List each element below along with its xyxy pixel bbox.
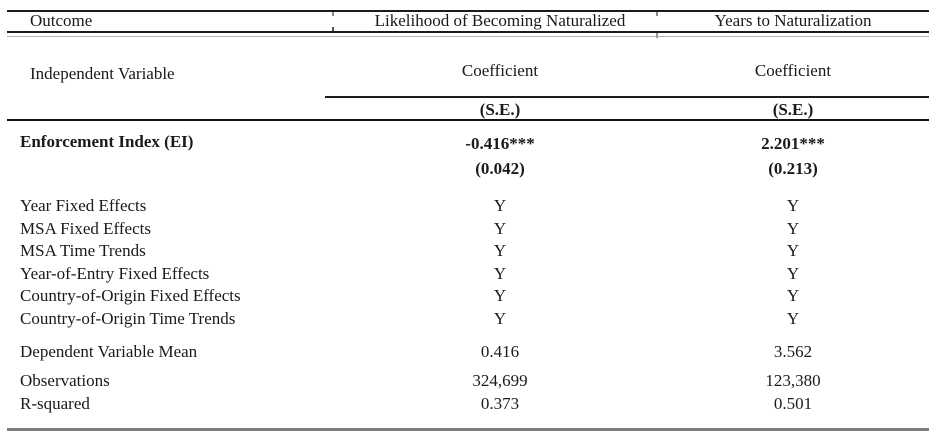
enforcement-index-label: Enforcement Index (EI)	[20, 132, 194, 151]
row-label: Country-of-Origin Fixed Effects	[20, 286, 241, 305]
outcome-header-label: Outcome	[30, 11, 93, 30]
ei-values-col3: 2.201*** (0.213)	[657, 131, 929, 181]
table-row-r-squared: R-squared 0.373 0.501	[0, 394, 946, 416]
table-row-year-of-entry-fixed-effects: Year-of-Entry Fixed Effects Y Y	[0, 264, 946, 286]
row-value-col2: Y	[493, 309, 507, 328]
row-value-col2: 324,699	[472, 371, 528, 390]
table-row-year-fixed-effects: Year Fixed Effects Y Y	[0, 196, 946, 218]
ei-coefficient-col3: 2.201***	[761, 134, 825, 153]
row-value-col2: 0.416	[480, 342, 520, 361]
row-value-col3: 3.562	[773, 342, 813, 361]
row-value-col3: Y	[786, 264, 800, 283]
coefficient-header-col3: Coefficient	[754, 61, 832, 80]
row-value-col3: 0.501	[773, 394, 813, 413]
se-header-col2: (S.E.)	[479, 100, 521, 119]
row-value-col3: 123,380	[765, 371, 821, 390]
row-value-col3: Y	[786, 286, 800, 305]
row-label: Dependent Variable Mean	[20, 342, 198, 361]
row-value-col2: 0.373	[480, 394, 520, 413]
row-value-col2: Y	[493, 219, 507, 238]
row-value-col3: Y	[786, 309, 800, 328]
header-body-divider-rule	[7, 119, 929, 121]
ei-values-col2: -0.416*** (0.042)	[337, 131, 663, 181]
ei-coefficient-col2: -0.416***	[465, 134, 535, 153]
ei-se-col3: (0.213)	[768, 159, 818, 178]
table-row-country-of-origin-time-trends: Country-of-Origin Time Trends Y Y	[0, 309, 946, 331]
row-label: R-squared	[20, 394, 90, 413]
table-row-msa-fixed-effects: MSA Fixed Effects Y Y	[0, 219, 946, 241]
table-row-observations: Observations 324,699 123,380	[0, 371, 946, 393]
header-bottom-rule-shadow	[7, 36, 929, 37]
column-divider-tick-top-2	[656, 12, 658, 16]
se-header-col3: (S.E.)	[772, 100, 814, 119]
row-label: Observations	[20, 371, 110, 390]
column-divider-tick-mid-2	[656, 33, 658, 38]
table-top-rule	[7, 10, 929, 12]
table-row-dependent-variable-mean: Dependent Variable Mean 0.416 3.562	[0, 342, 946, 364]
table-bottom-rule	[7, 428, 929, 431]
table-row-msa-time-trends: MSA Time Trends Y Y	[0, 241, 946, 263]
outcome-col-likelihood-label: Likelihood of Becoming Naturalized	[374, 11, 626, 30]
outcome-col-years-label: Years to Naturalization	[714, 11, 872, 30]
row-value-col2: Y	[493, 286, 507, 305]
independent-variable-label: Independent Variable	[30, 64, 175, 83]
ei-se-col2: (0.042)	[475, 159, 525, 178]
row-label: Year Fixed Effects	[20, 196, 147, 215]
coefficient-underline-rule	[325, 96, 929, 98]
column-divider-tick-mid-1	[332, 27, 334, 31]
row-label: MSA Fixed Effects	[20, 219, 151, 238]
row-value-col3: Y	[786, 196, 800, 215]
row-value-col3: Y	[786, 241, 800, 260]
row-label: Year-of-Entry Fixed Effects	[20, 264, 210, 283]
row-label: Country-of-Origin Time Trends	[20, 309, 236, 328]
row-label: MSA Time Trends	[20, 241, 146, 260]
table-row-country-of-origin-fixed-effects: Country-of-Origin Fixed Effects Y Y	[0, 286, 946, 308]
row-value-col3: Y	[786, 219, 800, 238]
row-value-col2: Y	[493, 241, 507, 260]
column-divider-tick-top-1	[332, 12, 334, 16]
row-value-col2: Y	[493, 264, 507, 283]
coefficient-header-col2: Coefficient	[461, 61, 539, 80]
header-bottom-rule	[7, 31, 929, 33]
row-value-col2: Y	[493, 196, 507, 215]
